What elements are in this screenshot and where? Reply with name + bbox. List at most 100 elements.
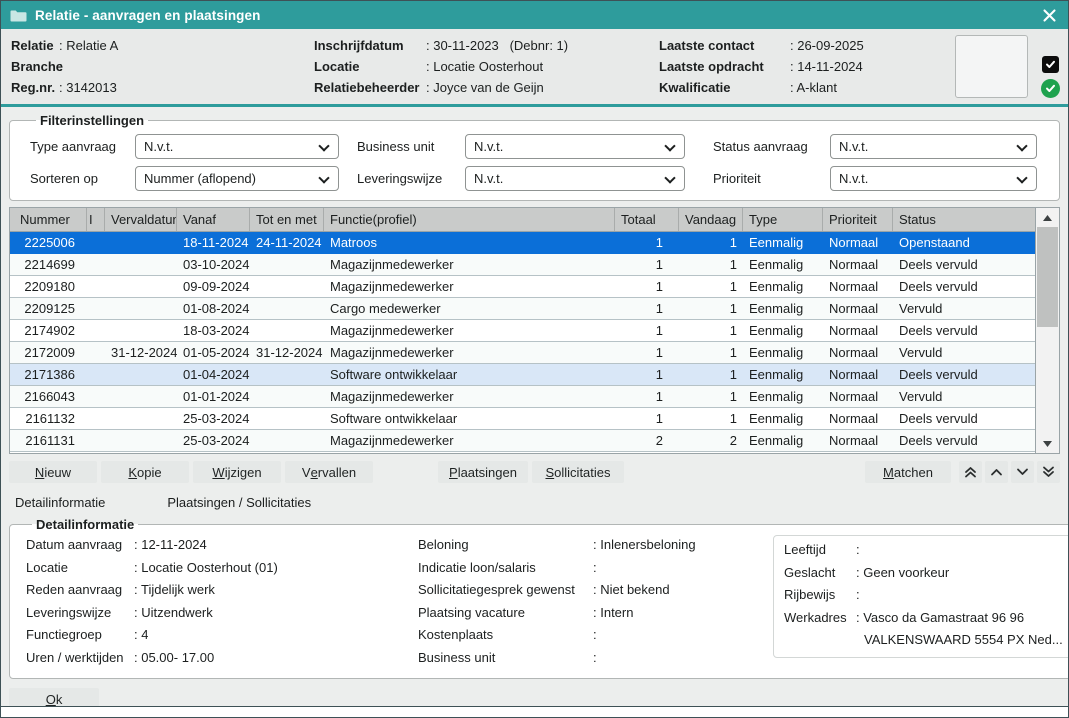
column-header[interactable]: Type	[743, 208, 823, 231]
prioriteit-select[interactable]: N.v.t.	[830, 166, 1037, 191]
table-header-row: NummerIVervaldatumVanafTot en metFunctie…	[10, 208, 1035, 232]
ok-button[interactable]: Ok	[9, 688, 99, 707]
table-cell	[105, 232, 177, 253]
table-row[interactable]: 216604301-01-2024Magazijnmedewerker11Een…	[10, 386, 1035, 408]
table-row[interactable]: 220918009-09-2024Magazijnmedewerker11Een…	[10, 276, 1035, 298]
field-value: : Relatie A	[59, 37, 118, 54]
field-value: :	[59, 58, 63, 75]
filter-label: Business unit	[357, 139, 465, 154]
column-header[interactable]: Vervaldatum	[105, 208, 177, 231]
sollicitaties-button[interactable]: Sollicitaties	[532, 461, 624, 483]
requests-table: NummerIVervaldatumVanafTot en metFunctie…	[9, 207, 1060, 454]
kopie-button[interactable]: Kopie	[101, 461, 189, 483]
field-value: :	[593, 624, 597, 647]
table-row[interactable]: 216113125-03-2024Magazijnmedewerker22Een…	[10, 430, 1035, 452]
table-row[interactable]: 216113225-03-2024Software ontwikkelaar11…	[10, 408, 1035, 430]
table-cell: Eenmalig	[743, 408, 823, 429]
column-header[interactable]: Vanaf	[177, 208, 250, 231]
double-chevron-down-icon[interactable]	[1037, 461, 1060, 483]
field-value: : Intern	[593, 602, 633, 625]
table-cell: 01-05-2024	[177, 342, 250, 363]
matchen-button[interactable]: Matchen	[865, 461, 951, 483]
table-cell	[87, 430, 105, 451]
plaatsingen-button[interactable]: Plaatsingen	[438, 461, 528, 483]
table-cell: 24-11-2024	[250, 232, 324, 253]
chevron-down-icon[interactable]	[1011, 461, 1034, 483]
table-row[interactable]: 222500618-11-202424-11-2024Matroos11Eenm…	[10, 232, 1035, 254]
table-cell: 1	[615, 276, 679, 297]
table-cell: Matroos	[324, 232, 615, 253]
table-cell	[250, 408, 324, 429]
column-header[interactable]: Nummer	[10, 208, 87, 231]
column-header[interactable]: Functie(profiel)	[324, 208, 615, 231]
field-value: :	[856, 584, 860, 607]
column-header[interactable]: Totaal	[615, 208, 679, 231]
field-label: Functiegroep	[26, 624, 134, 647]
table-cell: Eenmalig	[743, 298, 823, 319]
table-cell: 1	[679, 276, 743, 297]
close-icon[interactable]	[1039, 5, 1059, 25]
table-cell: 1	[615, 408, 679, 429]
table-row[interactable]: 221469903-10-2024Magazijnmedewerker11Een…	[10, 254, 1035, 276]
type-aanvraag-select[interactable]: N.v.t.	[135, 134, 339, 159]
table-row[interactable]: 217490218-03-2024Magazijnmedewerker11Een…	[10, 320, 1035, 342]
sorteren-op-select[interactable]: Nummer (aflopend)	[135, 166, 339, 191]
chevron-up-icon[interactable]	[985, 461, 1008, 483]
arrow-up-icon[interactable]	[1036, 208, 1059, 227]
column-header[interactable]: Vandaag	[679, 208, 743, 231]
leveringswijze-select[interactable]: N.v.t.	[465, 166, 685, 191]
table-cell	[87, 408, 105, 429]
field-label: Leeftijd	[784, 539, 856, 562]
table-cell: Eenmalig	[743, 254, 823, 275]
checkbox-checked-icon[interactable]	[1042, 56, 1059, 73]
field-label	[784, 629, 856, 652]
green-check-icon[interactable]	[1041, 79, 1060, 98]
table-cell: 2214699	[10, 254, 87, 275]
chevron-down-icon	[1016, 140, 1027, 151]
status-aanvraag-select[interactable]: N.v.t.	[830, 134, 1037, 159]
column-header[interactable]: Prioriteit	[823, 208, 893, 231]
select-value: N.v.t.	[474, 139, 503, 154]
tab-detailinformatie[interactable]: Detailinformatie	[15, 495, 105, 510]
wijzigen-button[interactable]: Wijzigen	[193, 461, 281, 483]
chevron-down-icon	[1016, 172, 1027, 183]
arrow-down-icon[interactable]	[1036, 434, 1059, 453]
field-label: Sollicitatiegesprek gewenst	[418, 579, 593, 602]
column-header[interactable]: I	[87, 208, 105, 231]
table-cell	[105, 254, 177, 275]
table-cell: Vervuld	[893, 342, 1035, 363]
field-value: :	[593, 647, 597, 670]
table-row[interactable]: 217138601-04-2024Software ontwikkelaar11…	[10, 364, 1035, 386]
table-cell: Eenmalig	[743, 320, 823, 341]
table-row[interactable]: 220912501-08-2024Cargo medewerker11Eenma…	[10, 298, 1035, 320]
filter-label: Leveringswijze	[357, 171, 465, 186]
field-label: Branche	[11, 58, 59, 75]
table-row[interactable]: 217200931-12-202401-05-202431-12-2024Mag…	[10, 342, 1035, 364]
double-chevron-up-icon[interactable]	[959, 461, 982, 483]
nieuw-button[interactable]: Nieuw	[9, 461, 97, 483]
column-header[interactable]: Tot en met	[250, 208, 324, 231]
table-cell	[105, 276, 177, 297]
vertical-scrollbar[interactable]	[1035, 208, 1059, 453]
table-cell: 2209180	[10, 276, 87, 297]
table-cell: Magazijnmedewerker	[324, 342, 615, 363]
table-cell: Normaal	[823, 386, 893, 407]
tab-plaatsingen-sollicitaties[interactable]: Plaatsingen / Sollicitaties	[167, 495, 311, 510]
table-cell: 2171386	[10, 364, 87, 385]
table-cell: 18-03-2024	[177, 320, 250, 341]
table-cell: Deels vervuld	[893, 430, 1035, 451]
field-value: : Vasco da Gamastraat 96 96	[856, 607, 1024, 630]
vervallen-button[interactable]: Vervallen	[285, 461, 373, 483]
scrollbar-thumb[interactable]	[1037, 227, 1058, 327]
field-label: Locatie	[26, 557, 134, 580]
table-cell	[105, 298, 177, 319]
table-cell	[105, 364, 177, 385]
field-value: : Locatie Oosterhout (01)	[134, 557, 278, 580]
field-value-continuation: VALKENSWAARD 5554 PX Ned...	[856, 629, 1063, 652]
table-cell: Eenmalig	[743, 430, 823, 451]
column-header[interactable]: Status	[893, 208, 1035, 231]
filter-label: Sorteren op	[30, 171, 135, 186]
business-unit-select[interactable]: N.v.t.	[465, 134, 685, 159]
relation-header-col1: Relatie: Relatie A Branche: Reg.nr.: 314…	[11, 37, 314, 104]
table-cell: 1	[679, 408, 743, 429]
